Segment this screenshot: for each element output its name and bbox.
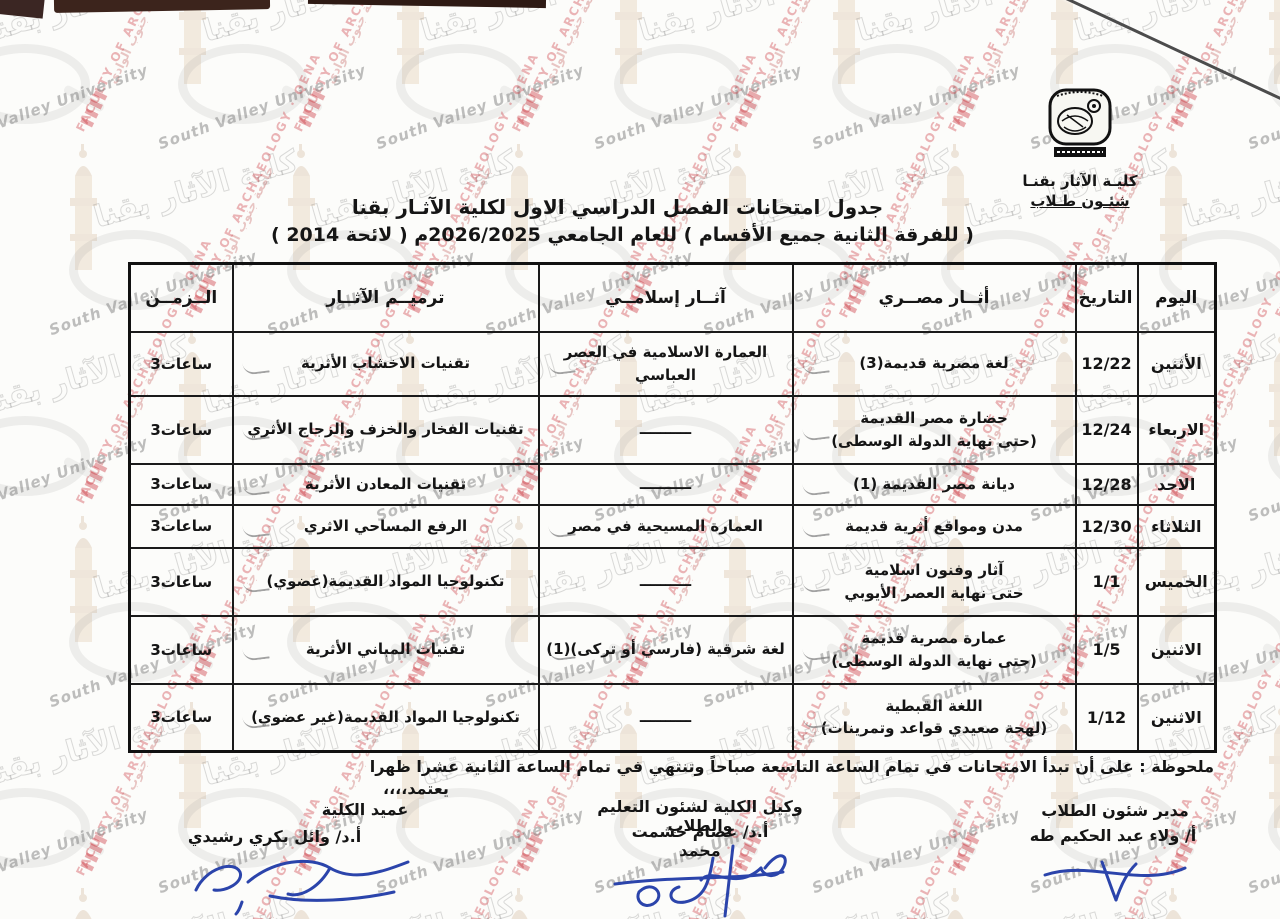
restoration-subject-cell: تكنولوجيا المواد القديمة(عضوي) (231, 546, 540, 617)
table-row: الأثنين 12/22 لغة مصرية قديمة(3) العمارة… (128, 330, 1217, 397)
signature-title-student-affairs: مدير شئون الطلاب (1041, 801, 1189, 820)
restoration-subject-cell: تكنولوجيا المواد القديمة(غير عضوي) (231, 682, 540, 753)
date-cell: 12/22 (1074, 330, 1139, 397)
duration-cell: ساعات3 (128, 462, 234, 506)
islamic-subject-cell: ــــــــــ (537, 462, 794, 506)
signature-name-student-affairs: أ/ ولاء عبد الحكيم طه (1029, 826, 1197, 845)
duration-cell: ساعات3 (128, 394, 234, 465)
col-header-restoration: ترميــم الآثــار (231, 262, 540, 333)
exam-schedule-table: اليوم التاريخ أثــار مصــري آثــار إسلام… (128, 262, 1217, 753)
restoration-subject-cell: تقنيات المعادن الأثرية (231, 462, 540, 506)
egyptian-subject-cell: مدن ومواقع أثرية قديمة (791, 503, 1077, 549)
col-header-duration: الــزمــن (128, 262, 234, 333)
schedule-title-line2: ( للفرقة الثانية جميع الأقسام ) للعام ال… (271, 224, 974, 246)
islamic-subject-cell: ــــــــــ (537, 394, 794, 465)
date-cell: 1/5 (1074, 614, 1139, 685)
col-header-islamic: آثــار إسلامــي (537, 262, 794, 333)
signature-title-vice-dean: وكيل الكلية لشئون التعليم والطلاب (597, 797, 803, 835)
restoration-subject-cell: تقنيات الاخشاب الأثرية (231, 330, 540, 397)
day-cell: الاربعاء (1136, 394, 1217, 465)
day-cell: الأثنين (1136, 330, 1217, 397)
egyptian-subject-cell: لغة مصرية قديمة(3) (791, 330, 1077, 397)
col-header-egyptian: أثــار مصــري (791, 262, 1077, 333)
scan-artifact-strip (307, 0, 547, 9)
duration-cell: ساعات3 (128, 614, 234, 685)
duration-cell: ساعات3 (128, 682, 234, 753)
scan-artifact-strip (53, 0, 271, 13)
day-cell: الخميس (1136, 546, 1217, 617)
egyptian-subject-cell: حضارة مصر القديمة (حتى نهاية الدولة الوس… (791, 394, 1077, 465)
signature-vice-dean-icon (613, 844, 787, 918)
restoration-subject-cell: الرفع المساحي الاثري (231, 503, 540, 549)
table-row: الخميس 1/1 آثار وفنون اسلامية حتى نهاية … (128, 546, 1217, 617)
day-cell: الاثنين (1136, 614, 1217, 685)
duration-cell: ساعات3 (128, 330, 234, 397)
org-department: شئـون طـلاب (1030, 192, 1130, 210)
day-cell: الاحد (1136, 462, 1217, 506)
date-cell: 12/24 (1074, 394, 1139, 465)
table-row: الاثنين 1/12 اللغة القبطية (لهجة صعيدي ق… (128, 682, 1217, 753)
signature-title-dean: عميد الكلية (321, 800, 409, 819)
day-cell: الاثنين (1136, 682, 1217, 753)
signature-name-vice-dean: أ.د/ عصام حشمت محمد (631, 822, 769, 860)
signature-student-affairs-icon (1043, 860, 1187, 902)
col-header-date: التاريخ (1074, 262, 1139, 333)
egyptian-subject-cell: ديانة مصر القديمة (1) (791, 462, 1077, 506)
date-cell: 12/28 (1074, 462, 1139, 506)
islamic-subject-cell: العمارة المسيحية في مصر (537, 503, 794, 549)
islamic-subject-cell: العمارة الاسلامية في العصر العباسي (537, 330, 794, 397)
restoration-subject-cell: تقنيات المباني الأثرية (231, 614, 540, 685)
islamic-subject-cell: ــــــــــ (537, 682, 794, 753)
islamic-subject-cell: لغة شرقية (فارسي أو تركى)(1) (537, 614, 794, 685)
islamic-subject-cell: ــــــــــ (537, 546, 794, 617)
table-row: الاثنين 1/5 عمارة مصرية قديمة (حتى نهاية… (128, 614, 1217, 685)
university-seal-icon (1048, 88, 1112, 157)
table-header-row: اليوم التاريخ أثــار مصــري آثــار إسلام… (128, 262, 1217, 333)
scan-artifact-corner (0, 0, 46, 19)
signature-dean-icon (194, 859, 410, 916)
table-row: الاربعاء 12/24 حضارة مصر القديمة (حتى نه… (128, 394, 1217, 465)
duration-cell: ساعات3 (128, 546, 234, 617)
duration-cell: ساعات3 (128, 503, 234, 549)
egyptian-subject-cell: عمارة مصرية قديمة (حتى نهاية الدولة الوس… (791, 614, 1077, 685)
egyptian-subject-cell: آثار وفنون اسلامية حتى نهاية العصر الأيو… (791, 546, 1077, 617)
approval-word: يعتمد،،،، (383, 779, 449, 798)
table-row: الثلاثاء 12/30 مدن ومواقع أثرية قديمة ال… (128, 503, 1217, 549)
egyptian-subject-cell: اللغة القبطية (لهجة صعيدي قواعد وتمرينات… (791, 682, 1077, 753)
schedule-title-line1: جدول امتحانات الفصل الدراسي الاول لكلية … (351, 195, 884, 219)
faculty-logo-block: كليـة الآثار بقنـا شئـون طـلاب (1008, 84, 1152, 210)
date-cell: 1/12 (1074, 682, 1139, 753)
signature-name-dean: أ.د/ وائل بكري رشيدي (187, 827, 362, 846)
org-name: كليـة الآثار بقنـا (1022, 172, 1138, 190)
date-cell: 1/1 (1074, 546, 1139, 617)
col-header-day: اليوم (1136, 262, 1217, 333)
day-cell: الثلاثاء (1136, 503, 1217, 549)
table-row: الاحد 12/28 ديانة مصر القديمة (1) ــــــ… (128, 462, 1217, 506)
schedule-note: ملحوظة : على أن تبدأ الامتحانات في تمام … (369, 757, 1214, 776)
restoration-subject-cell: تقنيات الفخار والخزف والزجاج الأثري (231, 394, 540, 465)
date-cell: 12/30 (1074, 503, 1139, 549)
